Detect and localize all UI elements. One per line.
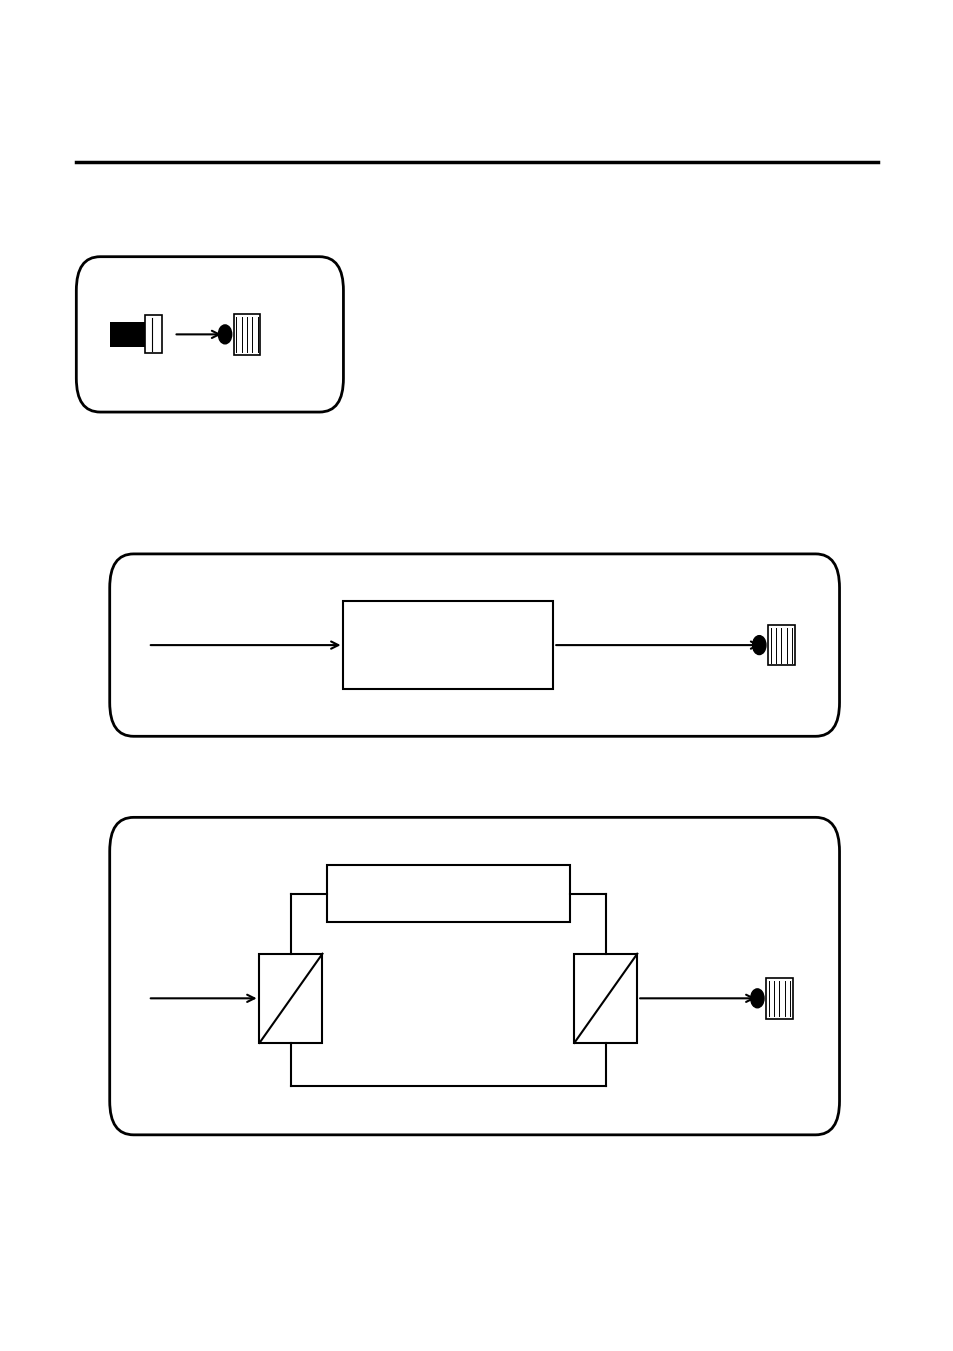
Bar [767,624,794,666]
Bar [765,978,792,1019]
Bar [343,601,553,689]
FancyBboxPatch shape [110,554,839,736]
Bar [233,315,260,355]
FancyBboxPatch shape [110,817,839,1135]
Bar [327,865,569,921]
Bar [110,323,147,347]
Circle shape [218,326,232,345]
Bar [259,954,322,1043]
Circle shape [750,989,763,1008]
Circle shape [752,636,765,655]
FancyBboxPatch shape [76,257,343,412]
Bar [574,954,637,1043]
Bar [145,316,162,354]
